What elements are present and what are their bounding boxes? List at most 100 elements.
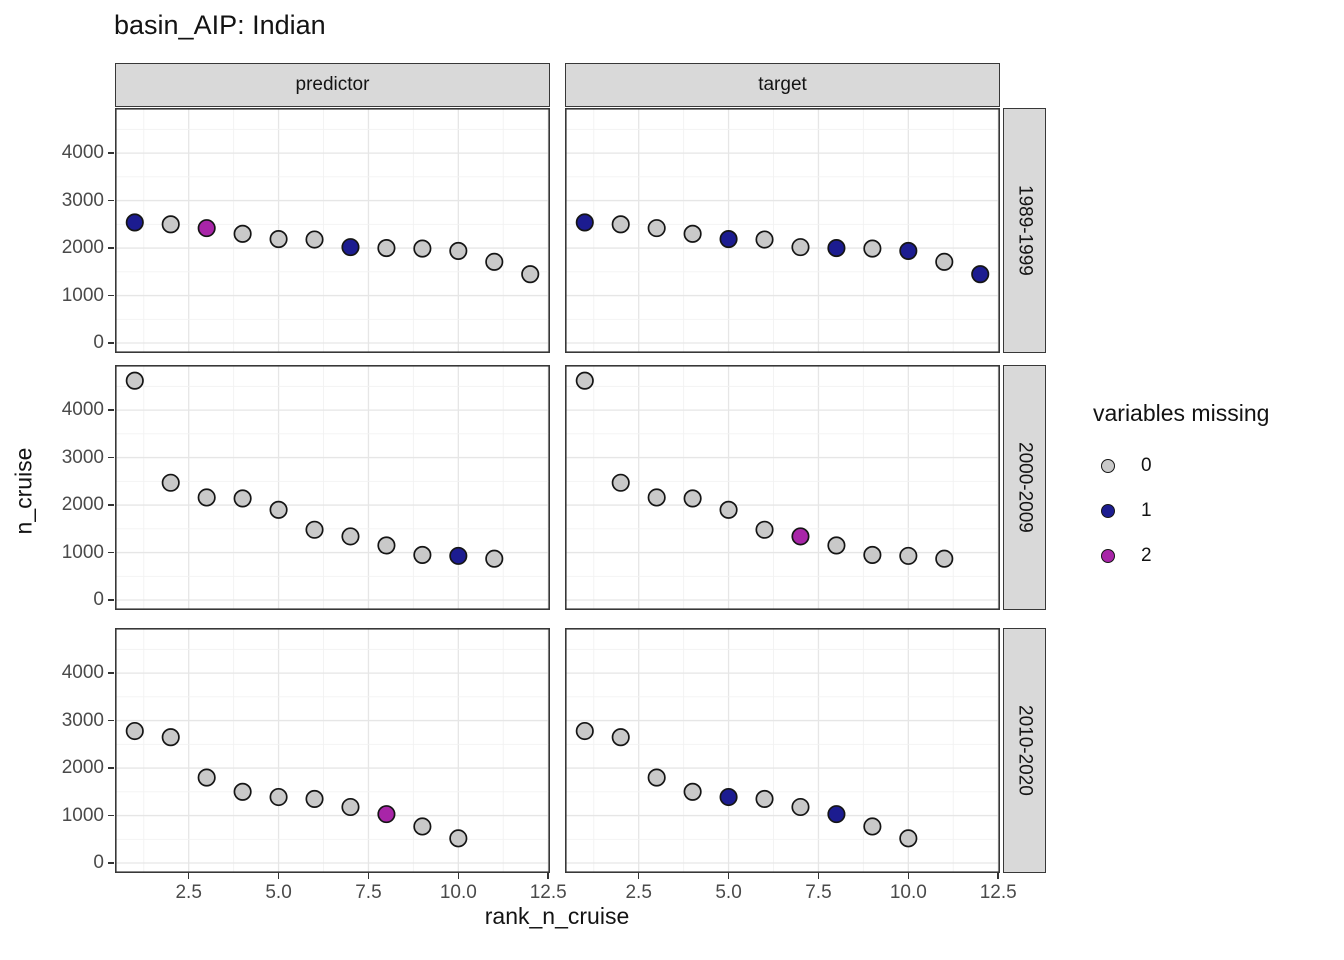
facet-column-label: predictor (295, 74, 370, 95)
x-tick-mark (547, 873, 549, 879)
legend-entry-0: 0 (1093, 443, 1269, 488)
data-point (755, 230, 774, 249)
panel-plot-area (115, 628, 550, 873)
panel-border (565, 365, 1000, 610)
y-tick-label: 2000 (61, 494, 104, 516)
data-point (863, 545, 882, 564)
data-point (719, 229, 738, 249)
data-point (449, 829, 468, 848)
panel-border (115, 108, 550, 353)
x-tick-mark (187, 873, 190, 879)
y-tick-label: 1000 (61, 284, 104, 306)
data-point (449, 546, 468, 565)
x-tick-label: 10.0 (439, 882, 477, 903)
y-tick-label: 2000 (61, 237, 104, 259)
facet-column-label: target (758, 74, 807, 95)
x-tick-mark (367, 873, 370, 879)
plot-title: basin_AIP: Indian (114, 10, 326, 40)
data-point (125, 721, 144, 741)
legend-title: variables missing (1093, 400, 1270, 426)
data-point (377, 239, 396, 258)
legend-entry-label: 0 (1141, 454, 1152, 476)
data-point (377, 805, 396, 824)
facet-row-strip-1989-1999: 1989-1999 (1003, 108, 1046, 353)
facet-column-strip-predictor: predictor (115, 63, 550, 107)
data-point (413, 545, 432, 564)
facet-row-strip-2000-2009: 2000-2009 (1003, 365, 1046, 610)
panel-plot-area (565, 108, 1000, 353)
legend-key-circle-magenta (1101, 548, 1115, 563)
data-point (863, 817, 882, 836)
panel-target-2010-2020 (565, 628, 1000, 873)
data-point (197, 219, 216, 238)
data-point (377, 536, 396, 555)
data-point (719, 787, 738, 807)
data-point (485, 252, 504, 271)
x-tick-label: 12.5 (529, 882, 567, 903)
data-point (863, 239, 882, 258)
data-point (683, 489, 702, 508)
data-point (575, 213, 594, 232)
y-tick-mark (108, 672, 114, 674)
panel-border (115, 365, 550, 610)
data-point (341, 797, 360, 817)
legend-entry-1: 1 (1093, 488, 1269, 533)
data-point (899, 829, 918, 848)
data-point (413, 239, 432, 258)
data-point (611, 728, 630, 747)
panel-predictor-1989-1999 (115, 108, 550, 353)
y-tick-mark (108, 814, 114, 817)
data-point (233, 489, 252, 508)
data-point (791, 527, 810, 546)
panel-predictor-2010-2020 (115, 628, 550, 873)
data-point (683, 224, 702, 243)
data-point (233, 224, 252, 243)
x-tick-mark (277, 873, 280, 879)
data-point (305, 230, 324, 249)
data-point (935, 549, 954, 568)
y-tick-mark (108, 409, 114, 411)
legend-entry-label: 1 (1141, 499, 1152, 521)
y-tick-mark (108, 862, 114, 864)
panel-plot-area (115, 108, 550, 353)
data-point (647, 219, 666, 238)
data-point (899, 546, 918, 565)
y-tick-mark (108, 294, 114, 297)
y-tick-mark (108, 767, 114, 769)
data-point (125, 371, 144, 390)
x-tick-mark (817, 873, 820, 879)
y-tick-label: 2000 (61, 757, 104, 779)
data-point (827, 536, 846, 555)
y-tick-mark (108, 199, 114, 202)
y-tick-mark (108, 551, 114, 554)
data-point (449, 241, 468, 260)
data-point (575, 721, 594, 741)
facet-row-label: 1989-1999 (1014, 185, 1036, 276)
panel-border (115, 628, 550, 873)
legend-key-circle-gray (1101, 458, 1115, 473)
data-point (341, 238, 360, 257)
data-point (611, 215, 630, 234)
data-point (161, 728, 180, 747)
data-point (899, 241, 918, 260)
y-tick-mark (108, 342, 114, 344)
facet-row-strip-2010-2020: 2010-2020 (1003, 628, 1046, 873)
data-point (269, 229, 288, 249)
x-tick-label: 5.0 (715, 882, 742, 903)
data-point (197, 488, 216, 507)
x-tick-label: 5.0 (265, 882, 292, 903)
y-tick-label: 4000 (61, 142, 104, 164)
facet-row-label: 2000-2009 (1014, 442, 1036, 533)
y-tick-mark (108, 719, 114, 722)
data-point (611, 473, 630, 492)
y-tick-mark (108, 456, 114, 459)
facet-column-strip-target: target (565, 63, 1000, 107)
y-tick-mark (108, 599, 114, 601)
data-point (161, 473, 180, 492)
legend-entry-2: 2 (1093, 533, 1269, 578)
panel-target-1989-1999 (565, 108, 1000, 353)
panel-target-2000-2009 (565, 365, 1000, 610)
panel-border (565, 628, 1000, 873)
data-point (683, 782, 702, 801)
data-point (827, 805, 846, 824)
